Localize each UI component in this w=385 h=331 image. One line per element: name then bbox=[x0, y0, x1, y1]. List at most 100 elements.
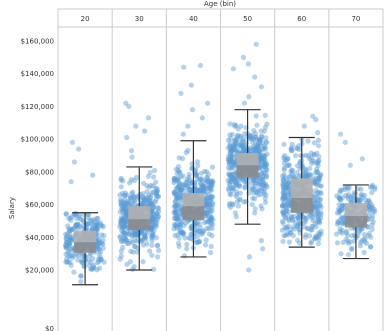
data-point bbox=[230, 154, 236, 160]
data-point bbox=[140, 194, 146, 200]
data-point bbox=[172, 178, 178, 184]
data-point bbox=[308, 172, 314, 178]
data-point bbox=[98, 256, 104, 262]
outlier-point bbox=[246, 94, 252, 100]
data-point bbox=[151, 174, 157, 180]
data-point bbox=[200, 188, 206, 194]
data-point bbox=[122, 197, 128, 203]
data-point bbox=[96, 258, 102, 265]
data-point bbox=[118, 217, 124, 223]
data-point bbox=[366, 197, 372, 203]
data-point bbox=[151, 216, 157, 222]
data-point bbox=[131, 195, 137, 201]
data-point bbox=[95, 246, 101, 252]
data-point bbox=[286, 209, 292, 215]
data-point bbox=[304, 225, 310, 231]
data-point bbox=[95, 225, 101, 231]
data-point bbox=[236, 197, 243, 203]
data-point bbox=[64, 236, 70, 242]
data-point bbox=[207, 203, 213, 209]
data-point bbox=[283, 185, 289, 191]
y-axis-title: Salary bbox=[8, 197, 16, 219]
data-point bbox=[87, 218, 93, 224]
data-point bbox=[256, 137, 262, 143]
data-point bbox=[180, 156, 186, 162]
data-point bbox=[65, 239, 71, 245]
facet-label-50: 50 bbox=[243, 15, 252, 23]
data-point bbox=[124, 192, 130, 198]
data-point bbox=[151, 266, 157, 272]
data-point bbox=[120, 190, 126, 196]
data-point bbox=[180, 230, 186, 236]
data-point bbox=[252, 206, 258, 212]
data-point bbox=[120, 225, 126, 231]
data-point bbox=[345, 186, 351, 192]
outlier-point bbox=[185, 123, 191, 129]
data-point bbox=[229, 176, 235, 182]
data-point bbox=[242, 142, 248, 148]
data-point bbox=[186, 171, 192, 177]
data-point bbox=[121, 232, 128, 238]
data-point bbox=[206, 203, 212, 209]
data-point bbox=[232, 210, 238, 216]
data-point bbox=[334, 193, 340, 199]
data-point bbox=[131, 198, 137, 204]
data-point bbox=[69, 236, 75, 242]
data-point bbox=[230, 187, 236, 193]
data-point bbox=[187, 236, 193, 242]
data-point bbox=[314, 213, 320, 219]
outlier-point bbox=[76, 146, 82, 152]
data-point bbox=[258, 128, 264, 134]
data-point bbox=[189, 161, 195, 167]
data-point bbox=[139, 237, 145, 243]
data-point bbox=[282, 192, 288, 198]
data-point bbox=[316, 211, 322, 217]
outlier-point bbox=[245, 61, 251, 67]
data-point bbox=[226, 187, 232, 193]
box-lower-half bbox=[236, 165, 259, 178]
data-point bbox=[314, 166, 320, 172]
data-point bbox=[78, 279, 84, 285]
data-point bbox=[232, 179, 238, 185]
data-point bbox=[175, 240, 182, 246]
data-point bbox=[247, 133, 253, 139]
data-point bbox=[369, 189, 375, 196]
data-point bbox=[256, 180, 263, 186]
data-point bbox=[248, 133, 254, 139]
data-point bbox=[207, 186, 213, 192]
data-point bbox=[151, 204, 157, 210]
data-point bbox=[239, 143, 245, 149]
data-point bbox=[147, 197, 153, 203]
outlier-point bbox=[342, 139, 348, 145]
data-point bbox=[199, 178, 205, 184]
data-point bbox=[230, 147, 236, 153]
data-point bbox=[361, 249, 367, 256]
outlier-point bbox=[181, 64, 187, 70]
data-point bbox=[260, 155, 266, 161]
data-point bbox=[75, 221, 81, 227]
outlier-point bbox=[199, 115, 205, 121]
data-point bbox=[175, 202, 181, 208]
data-point bbox=[251, 128, 257, 134]
data-point bbox=[171, 210, 177, 216]
data-point bbox=[368, 244, 374, 250]
box-lower-half bbox=[128, 219, 151, 230]
data-point bbox=[193, 222, 199, 228]
outlier-point bbox=[129, 154, 135, 160]
data-point bbox=[144, 196, 150, 202]
data-point bbox=[256, 148, 262, 154]
data-point bbox=[228, 157, 234, 163]
data-point bbox=[313, 160, 319, 166]
data-point bbox=[206, 218, 212, 224]
box-upper-half bbox=[182, 193, 205, 207]
data-point bbox=[126, 240, 132, 246]
data-point bbox=[74, 223, 80, 229]
data-point bbox=[78, 216, 84, 223]
data-point bbox=[249, 201, 255, 208]
data-point bbox=[63, 244, 69, 250]
data-point bbox=[232, 123, 238, 129]
data-point bbox=[257, 156, 263, 162]
data-point bbox=[95, 215, 101, 222]
data-point bbox=[281, 201, 287, 207]
data-point bbox=[132, 198, 138, 204]
